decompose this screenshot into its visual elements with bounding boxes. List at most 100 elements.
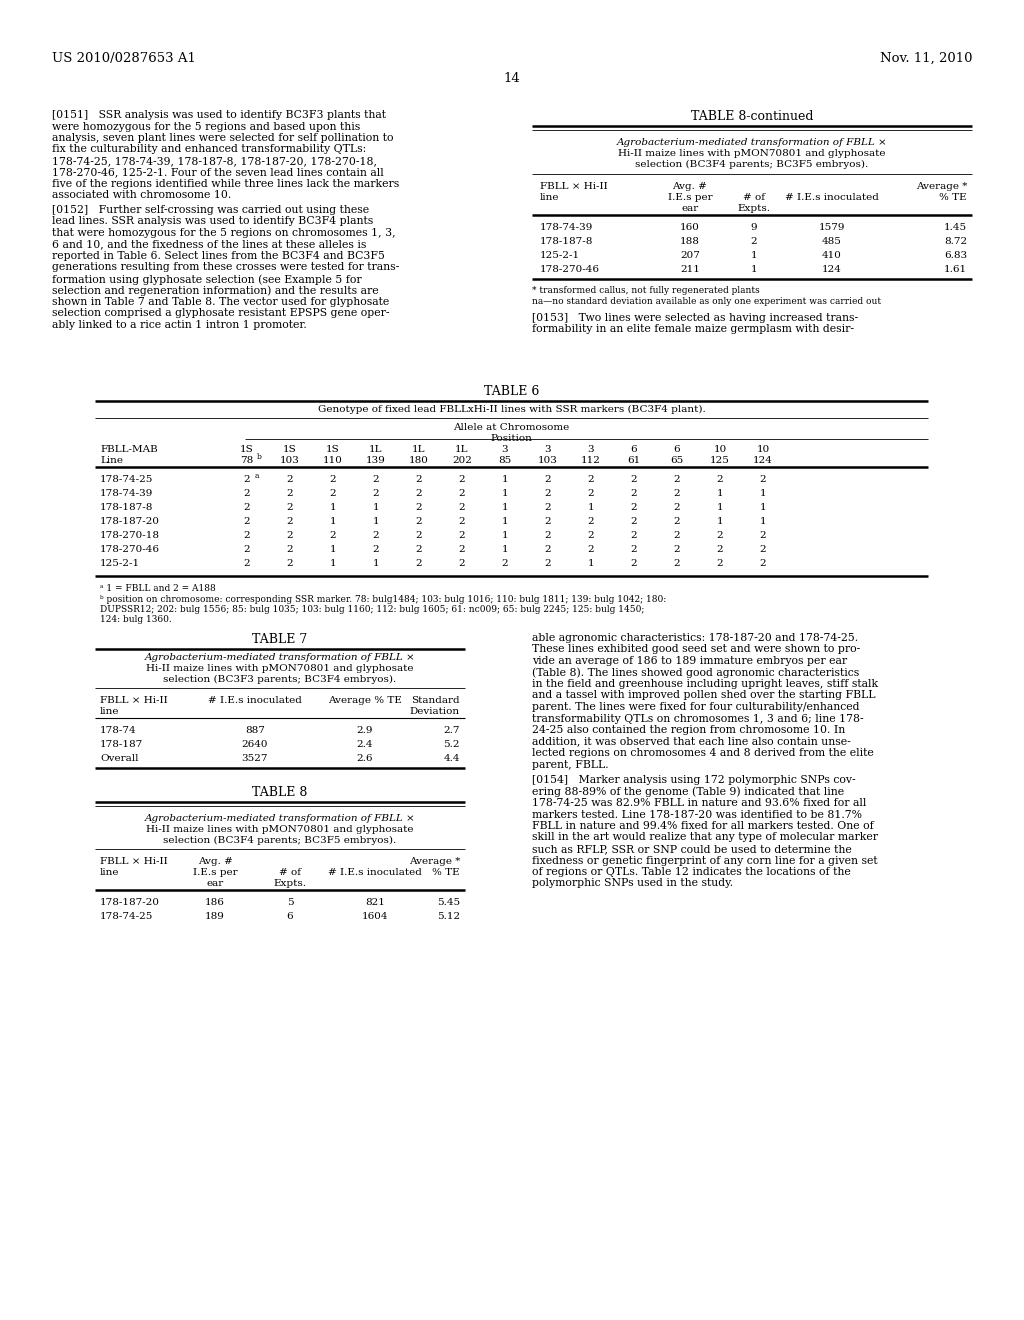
- Text: 1: 1: [330, 517, 336, 525]
- Text: [0153]   Two lines were selected as having increased trans-: [0153] Two lines were selected as having…: [532, 313, 858, 323]
- Text: 2: 2: [717, 531, 723, 540]
- Text: 178-270-18: 178-270-18: [100, 531, 160, 540]
- Text: Agrobacterium-mediated transformation of FBLL ×: Agrobacterium-mediated transformation of…: [616, 139, 888, 147]
- Text: 2: 2: [674, 503, 680, 512]
- Text: parent. The lines were fixed for four culturability/enhanced: parent. The lines were fixed for four cu…: [532, 702, 859, 711]
- Text: ering 88-89% of the genome (Table 9) indicated that line: ering 88-89% of the genome (Table 9) ind…: [532, 787, 844, 797]
- Text: Standard: Standard: [412, 696, 460, 705]
- Text: line: line: [100, 708, 120, 715]
- Text: 65: 65: [671, 455, 684, 465]
- Text: 1: 1: [373, 517, 379, 525]
- Text: 2: 2: [545, 517, 551, 525]
- Text: 1S: 1S: [326, 445, 340, 454]
- Text: 211: 211: [680, 265, 700, 275]
- Text: 10: 10: [714, 445, 727, 454]
- Text: 178-74-39: 178-74-39: [100, 488, 154, 498]
- Text: 2: 2: [588, 517, 594, 525]
- Text: transformability QTLs on chromosomes 1, 3 and 6; line 178-: transformability QTLs on chromosomes 1, …: [532, 714, 863, 723]
- Text: 1S: 1S: [240, 445, 254, 454]
- Text: Average *: Average *: [409, 857, 460, 866]
- Text: FBLL × Hi-II: FBLL × Hi-II: [100, 696, 168, 705]
- Text: 2: 2: [674, 531, 680, 540]
- Text: fixedness or genetic fingerprint of any corn line for a given set: fixedness or genetic fingerprint of any …: [532, 855, 878, 866]
- Text: 61: 61: [628, 455, 641, 465]
- Text: 2640: 2640: [242, 741, 268, 748]
- Text: 2: 2: [588, 545, 594, 554]
- Text: DUPSSR12; 202: bulg 1556; 85: bulg 1035; 103: bulg 1160; 112: bulg 1605; 61: nc0: DUPSSR12; 202: bulg 1556; 85: bulg 1035;…: [100, 605, 644, 614]
- Text: 189: 189: [205, 912, 225, 921]
- Text: 2: 2: [674, 475, 680, 484]
- Text: Agrobacterium-mediated transformation of FBLL ×: Agrobacterium-mediated transformation of…: [144, 653, 416, 663]
- Text: 2: 2: [287, 488, 293, 498]
- Text: 124: 124: [753, 455, 773, 465]
- Text: 2: 2: [760, 531, 766, 540]
- Text: selection comprised a glyphosate resistant EPSPS gene oper-: selection comprised a glyphosate resista…: [52, 309, 389, 318]
- Text: (Table 8). The lines showed good agronomic characteristics: (Table 8). The lines showed good agronom…: [532, 668, 859, 678]
- Text: 178-74: 178-74: [100, 726, 136, 735]
- Text: 2: 2: [244, 503, 250, 512]
- Text: 178-270-46, 125-2-1. Four of the seven lead lines contain all: 178-270-46, 125-2-1. Four of the seven l…: [52, 168, 384, 177]
- Text: 2: 2: [373, 488, 379, 498]
- Text: 2: 2: [588, 531, 594, 540]
- Text: ear: ear: [207, 879, 223, 888]
- Text: na—no standard deviation available as only one experiment was carried out: na—no standard deviation available as on…: [532, 297, 881, 306]
- Text: 178-74-25: 178-74-25: [100, 475, 154, 484]
- Text: 2: 2: [244, 558, 250, 568]
- Text: 178-74-39: 178-74-39: [540, 223, 593, 232]
- Text: 3: 3: [502, 445, 508, 454]
- Text: 2: 2: [545, 503, 551, 512]
- Text: 2: 2: [717, 558, 723, 568]
- Text: 2: 2: [287, 475, 293, 484]
- Text: in the field and greenhouse including upright leaves, stiff stalk: in the field and greenhouse including up…: [532, 678, 879, 689]
- Text: 1: 1: [760, 503, 766, 512]
- Text: 2: 2: [545, 558, 551, 568]
- Text: TABLE 8-continued: TABLE 8-continued: [691, 110, 813, 123]
- Text: 1: 1: [717, 503, 723, 512]
- Text: 139: 139: [366, 455, 386, 465]
- Text: formation using glyphosate selection (see Example 5 for: formation using glyphosate selection (se…: [52, 275, 361, 285]
- Text: Genotype of fixed lead FBLLxHi-II lines with SSR markers (BC3F4 plant).: Genotype of fixed lead FBLLxHi-II lines …: [317, 405, 706, 414]
- Text: # of: # of: [279, 869, 301, 876]
- Text: 2: 2: [459, 545, 465, 554]
- Text: 178-187-20: 178-187-20: [100, 898, 160, 907]
- Text: 821: 821: [366, 898, 385, 907]
- Text: 2: 2: [416, 503, 422, 512]
- Text: 2: 2: [416, 517, 422, 525]
- Text: ear: ear: [681, 205, 698, 213]
- Text: I.E.s per: I.E.s per: [668, 193, 713, 202]
- Text: 2: 2: [588, 488, 594, 498]
- Text: Allele at Chromosome: Allele at Chromosome: [454, 422, 569, 432]
- Text: % TE: % TE: [432, 869, 460, 876]
- Text: line: line: [540, 193, 559, 202]
- Text: 2: 2: [760, 558, 766, 568]
- Text: # I.E.s inoculated: # I.E.s inoculated: [328, 869, 422, 876]
- Text: 2: 2: [631, 488, 637, 498]
- Text: 2: 2: [459, 517, 465, 525]
- Text: associated with chromosome 10.: associated with chromosome 10.: [52, 190, 231, 201]
- Text: 112: 112: [581, 455, 601, 465]
- Text: 2.4: 2.4: [356, 741, 374, 748]
- Text: 2: 2: [760, 545, 766, 554]
- Text: 2: 2: [459, 488, 465, 498]
- Text: 2: 2: [373, 545, 379, 554]
- Text: 1S: 1S: [283, 445, 297, 454]
- Text: 3: 3: [588, 445, 594, 454]
- Text: 1.61: 1.61: [944, 265, 967, 275]
- Text: Position: Position: [490, 434, 532, 444]
- Text: 178-74-25: 178-74-25: [100, 912, 154, 921]
- Text: line: line: [100, 869, 120, 876]
- Text: 6.83: 6.83: [944, 251, 967, 260]
- Text: 125-2-1: 125-2-1: [100, 558, 140, 568]
- Text: 1L: 1L: [413, 445, 426, 454]
- Text: 178-74-25 was 82.9% FBLL in nature and 93.6% fixed for all: 178-74-25 was 82.9% FBLL in nature and 9…: [532, 799, 866, 808]
- Text: 178-187-20: 178-187-20: [100, 517, 160, 525]
- Text: 10: 10: [757, 445, 770, 454]
- Text: 485: 485: [822, 238, 842, 246]
- Text: 160: 160: [680, 223, 700, 232]
- Text: b: b: [257, 453, 262, 461]
- Text: parent, FBLL.: parent, FBLL.: [532, 759, 608, 770]
- Text: Hi-II maize lines with pMON70801 and glyphosate: Hi-II maize lines with pMON70801 and gly…: [618, 149, 886, 158]
- Text: 1: 1: [330, 545, 336, 554]
- Text: 6: 6: [631, 445, 637, 454]
- Text: 1: 1: [717, 517, 723, 525]
